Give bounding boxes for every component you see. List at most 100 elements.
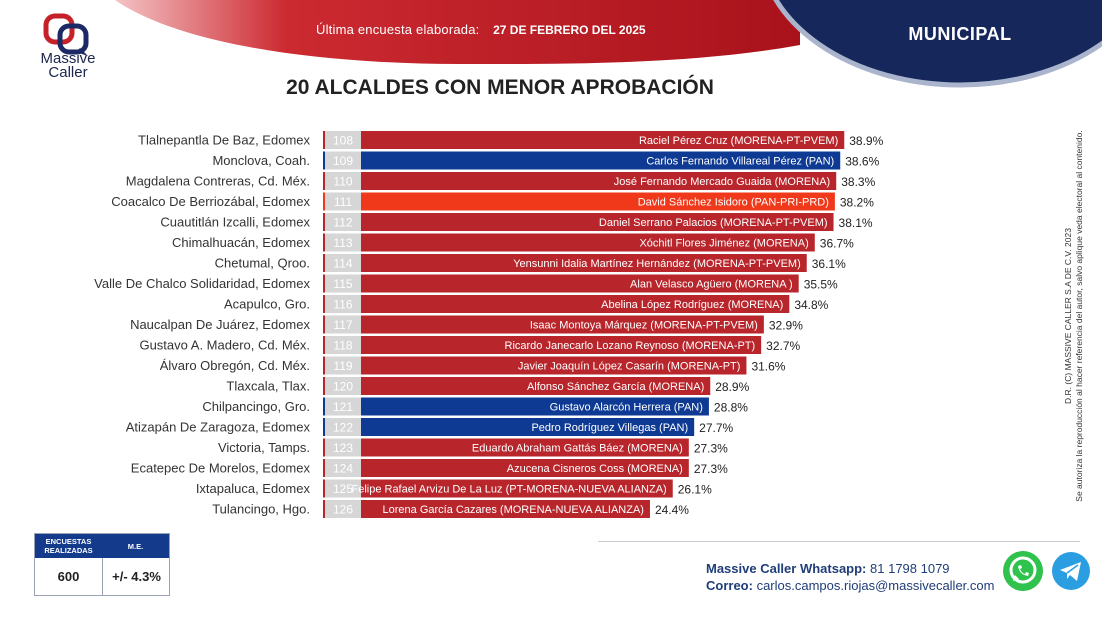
rank-label: 121 (333, 400, 353, 414)
footer-divider (598, 541, 1080, 542)
rank-label: 122 (333, 421, 353, 435)
municipality-label: Tlaxcala, Tlax. (226, 379, 310, 394)
approval-bar (323, 151, 841, 170)
mayor-label: Ricardo Janecarlo Lozano Reynoso (MORENA… (505, 340, 756, 352)
approval-bar (323, 254, 807, 272)
mayor-label: Abelina López Rodríguez (MORENA) (601, 299, 783, 311)
section-label: MUNICIPAL (908, 24, 1012, 44)
mayor-label: Pedro Rodríguez Villegas (PAN) (531, 422, 688, 434)
telegram-icon[interactable] (1051, 551, 1091, 591)
value-label: 38.1% (839, 216, 873, 230)
value-label: 35.5% (804, 278, 838, 292)
rank-box (325, 295, 361, 313)
approval-bar (323, 233, 815, 252)
email-contact: Correo: carlos.campos.riojas@massivecall… (706, 578, 995, 593)
municipality-label: Gustavo A. Madero, Cd. Méx. (139, 338, 310, 353)
value-label: 28.8% (714, 401, 748, 415)
rank-label: 118 (333, 339, 352, 353)
rank-box (325, 438, 361, 457)
approval-bar (323, 131, 845, 149)
rank-label: 123 (333, 441, 353, 455)
surveys-value: 600 (57, 569, 80, 584)
approval-bar (323, 500, 650, 518)
municipality-label: Magdalena Contreras, Cd. Méx. (126, 174, 310, 189)
value-label: 32.7% (766, 339, 800, 353)
municipality-label: Chilpancingo, Gro. (202, 399, 310, 414)
mayor-label: Eduardo Abraham Gattás Báez (MORENA) (472, 443, 683, 455)
value-label: 36.7% (820, 237, 854, 251)
municipality-label: Atizapán De Zaragoza, Edomex (126, 420, 311, 435)
rank-label: 119 (333, 359, 352, 373)
mayor-label: Carlos Fernando Villareal Pérez (PAN) (646, 156, 834, 168)
rank-label: 114 (333, 257, 352, 271)
approval-bar (323, 274, 799, 293)
rank-label: 109 (333, 154, 353, 168)
whatsapp-icon[interactable] (1002, 550, 1044, 592)
surveys-header: ENCUESTAS REALIZADAS (35, 534, 102, 558)
municipality-label: Tulancingo, Hgo. (212, 502, 310, 517)
rank-box (325, 131, 361, 149)
value-label: 31.6% (751, 360, 785, 374)
value-label: 36.1% (812, 257, 846, 271)
approval-bar (323, 192, 835, 211)
mayor-label: Gustavo Alarcón Herrera (PAN) (550, 402, 703, 414)
value-label: 26.1% (678, 483, 712, 497)
mayor-label: Isaac Montoya Márquez (MORENA-PT-PVEM) (530, 320, 758, 332)
rank-box (325, 500, 361, 518)
survey-date-line: Última encuesta elaborada: 27 DE FEBRERO… (316, 22, 646, 37)
rank-label: 108 (333, 134, 353, 148)
municipality-label: Tlalnepantla De Baz, Edomex (138, 133, 310, 148)
mayor-label: Yensunni Idalia Martínez Hernández (MORE… (513, 258, 801, 270)
rank-box (325, 397, 361, 416)
municipality-label: Ixtapaluca, Edomex (196, 481, 311, 496)
value-label: 28.9% (715, 380, 749, 394)
value-label: 24.4% (655, 503, 689, 517)
rank-box (325, 233, 361, 252)
rank-box (325, 459, 361, 477)
massive-caller-logo-icon (43, 13, 89, 56)
approval-bar (323, 479, 673, 498)
mayor-label: Azucena Cisneros Coss (MORENA) (507, 463, 683, 475)
value-label: 27.3% (694, 442, 728, 456)
value-label: 38.3% (841, 175, 875, 189)
survey-date: 27 DE FEBRERO DEL 2025 (493, 23, 646, 37)
value-label: 32.9% (769, 319, 803, 333)
whatsapp-contact: Massive Caller Whatsapp: 81 1798 1079 (706, 561, 950, 576)
chart-title: 20 ALCALDES CON MENOR APROBACIÓN (286, 76, 714, 99)
rank-label: 125 (333, 482, 353, 496)
rank-box (325, 336, 361, 354)
municipality-label: Coacalco De Berriozábal, Edomex (111, 194, 310, 209)
rank-box (325, 418, 361, 436)
mayor-label: Xóchitl Flores Jiménez (MORENA) (639, 238, 808, 250)
approval-bar (323, 459, 689, 477)
survey-info-box: ENCUESTAS REALIZADAS M.E. 600 +/- 4.3% (34, 533, 170, 596)
value-label: 27.3% (694, 462, 728, 476)
mayor-label: David Sánchez Isidoro (PAN-PRI-PRD) (638, 197, 829, 209)
municipality-label: Valle De Chalco Solidaridad, Edomex (94, 276, 310, 291)
rank-label: 124 (333, 462, 353, 476)
municipality-label: Cuautitlán Izcalli, Edomex (160, 215, 310, 230)
municipality-label: Naucalpan De Juárez, Edomex (130, 317, 310, 332)
value-label: 38.6% (845, 155, 879, 169)
municipality-label: Chetumal, Qroo. (215, 256, 310, 271)
rank-label: 126 (333, 503, 353, 517)
mayor-label: Daniel Serrano Palacios (MORENA-PT-PVEM) (599, 217, 828, 229)
approval-bar (323, 213, 834, 231)
mayor-label: Lorena García Cazares (MORENA-NUEVA ALIA… (383, 504, 644, 516)
municipality-label: Acapulco, Gro. (224, 297, 310, 312)
municipality-label: Chimalhuacán, Edomex (172, 235, 311, 250)
rank-box (325, 151, 361, 170)
rank-label: 112 (333, 216, 352, 230)
approval-bar (323, 397, 709, 416)
value-label: 27.7% (699, 421, 733, 435)
municipality-label: Ecatepec De Morelos, Edomex (131, 461, 311, 476)
value-label: 38.2% (840, 196, 874, 210)
municipality-label: Álvaro Obregón, Cd. Méx. (160, 358, 310, 373)
rank-label: 120 (333, 380, 353, 394)
mayor-label: Felipe Rafael Arvizu De La Luz (PT-MOREN… (351, 484, 666, 496)
mayor-label: Javier Joaquín López Casarín (MORENA-PT) (518, 361, 741, 373)
approval-bar (323, 315, 764, 334)
value-label: 38.9% (849, 134, 883, 148)
rank-label: 115 (333, 277, 352, 291)
